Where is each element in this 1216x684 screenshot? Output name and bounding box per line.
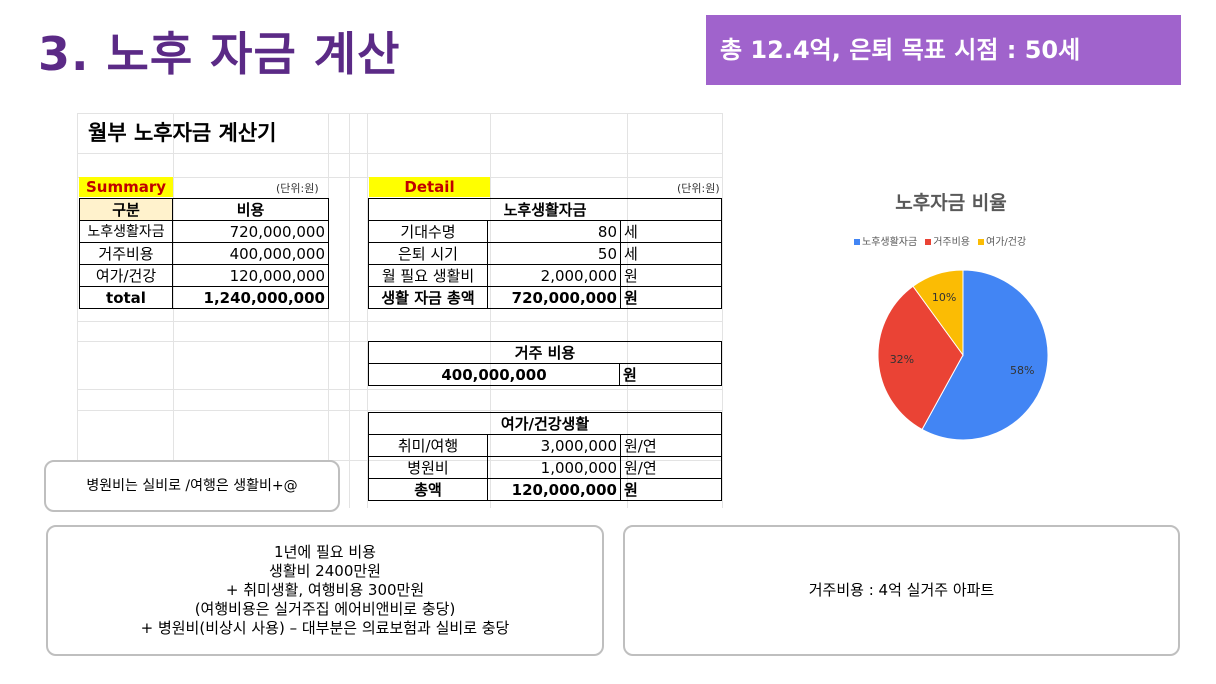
summary-unit-label: (단위:원) [276, 182, 319, 195]
detail-cell-value: 50 [487, 242, 621, 265]
summary-header-category: 구분 [79, 198, 173, 221]
legend-label: 거주비용 [933, 237, 971, 248]
living-total-unit: 원 [620, 286, 722, 309]
pie-slice-label: 10% [932, 291, 956, 304]
housing-cost-unit: 원 [619, 363, 722, 386]
table-row: 월 필요 생활비 2,000,000 원 [368, 264, 722, 287]
pie-chart: 58% 32% 10% [877, 269, 1049, 441]
leisure-health-table: 여가/건강생활 취미/여행 3,000,000 원/연 병원비 1,000,00… [368, 412, 722, 501]
table-row: 취미/여행 3,000,000 원/연 [368, 434, 722, 457]
detail-cell-unit: 원/연 [620, 456, 722, 479]
hospital-travel-note: 병원비는 실비로 /여행은 생활비+@ [44, 460, 340, 512]
housing-cost-table: 거주 비용 400,000,000 원 [368, 341, 722, 386]
leisure-total-value: 120,000,000 [487, 478, 621, 501]
living-total-value: 720,000,000 [487, 286, 621, 309]
housing-note: 거주비용 : 4억 실거주 아파트 [623, 525, 1180, 656]
pie-slice [912, 269, 964, 357]
summary-cell-label: 거주비용 [79, 242, 173, 265]
note-line: + 취미생활, 여행비용 300만원 [225, 581, 425, 599]
legend-swatch [978, 239, 985, 245]
detail-cell-label: 월 필요 생활비 [368, 264, 488, 287]
note-line: 1년에 필요 비용 [274, 543, 376, 561]
summary-total-value: 1,240,000,000 [172, 286, 329, 309]
table-row: 구분 비용 [79, 198, 329, 221]
detail-cell-value: 3,000,000 [487, 434, 621, 457]
table-row: 총액 120,000,000 원 [368, 478, 722, 501]
pie-slice [877, 285, 964, 431]
chart-legend: 노후생활자금 거주비용 여가/건강 [854, 233, 1034, 248]
leisure-total-label: 총액 [368, 478, 488, 501]
legend-item: 여가/건강 [978, 233, 1026, 248]
note-line: 생활비 2400만원 [269, 562, 381, 580]
table-row: 노후생활자금 [368, 198, 722, 221]
detail-cell-label: 기대수명 [368, 220, 488, 243]
leisure-total-unit: 원 [620, 478, 722, 501]
table-row: 병원비 1,000,000 원/연 [368, 456, 722, 479]
detail-cell-value: 2,000,000 [487, 264, 621, 287]
table-row: total 1,240,000,000 [79, 286, 329, 309]
chart-title: 노후자금 비율 [895, 192, 1007, 214]
detail-cell-unit: 원/연 [620, 434, 722, 457]
sheet-title: 월부 노후자금 계산기 [88, 121, 277, 145]
table-row: 거주 비용 [368, 341, 722, 364]
pie-slice-label: 32% [890, 353, 914, 366]
table-row: 생활 자금 총액 720,000,000 원 [368, 286, 722, 309]
legend-swatch [854, 239, 860, 245]
detail-cell-unit: 세 [620, 220, 722, 243]
table-row: 400,000,000 원 [368, 363, 722, 386]
table-row: 노후생활자금 720,000,000 [79, 220, 329, 243]
detail-cell-unit: 원 [620, 264, 722, 287]
summary-header-cost: 비용 [172, 198, 329, 221]
summary-cell-value: 400,000,000 [172, 242, 329, 265]
summary-table: 구분 비용 노후생활자금 720,000,000 거주비용 400,000,00… [79, 198, 329, 309]
legend-swatch [925, 239, 932, 245]
detail-cell-label: 병원비 [368, 456, 488, 479]
living-fund-header: 노후생활자금 [368, 198, 722, 221]
page-title: 3. 노후 자금 계산 [38, 27, 401, 81]
summary-cell-label: 노후생활자금 [79, 220, 173, 243]
legend-item: 노후생활자금 [854, 233, 917, 248]
annual-cost-note: 1년에 필요 비용 생활비 2400만원 + 취미생활, 여행비용 300만원 … [46, 525, 604, 656]
note-line: + 병원비(비상시 사용) – 대부분은 의료보험과 실비로 충당 [140, 619, 510, 637]
housing-cost-value: 400,000,000 [368, 363, 620, 386]
table-row: 여가/건강 120,000,000 [79, 264, 329, 287]
table-row: 여가/건강생활 [368, 412, 722, 435]
summary-total-label: total [79, 286, 173, 309]
pie-slice-label: 58% [1010, 364, 1034, 377]
detail-cell-value: 80 [487, 220, 621, 243]
summary-cell-label: 여가/건강 [79, 264, 173, 287]
legend-label: 여가/건강 [986, 237, 1027, 248]
leisure-health-header: 여가/건강생활 [368, 412, 722, 435]
detail-tag: Detail [369, 177, 490, 197]
pie-slice [921, 269, 1049, 441]
detail-cell-value: 1,000,000 [487, 456, 621, 479]
detail-unit-label: (단위:원) [677, 182, 720, 195]
legend-label: 노후생활자금 [862, 237, 918, 248]
summary-banner: 총 12.4억, 은퇴 목표 시점 : 50세 [706, 15, 1181, 85]
table-row: 거주비용 400,000,000 [79, 242, 329, 265]
living-fund-table: 노후생활자금 기대수명 80 세 은퇴 시기 50 세 월 필요 생활비 2,0… [368, 198, 722, 309]
table-row: 은퇴 시기 50 세 [368, 242, 722, 265]
table-row: 기대수명 80 세 [368, 220, 722, 243]
detail-cell-unit: 세 [620, 242, 722, 265]
summary-tag: Summary [79, 177, 173, 197]
note-line: (여행비용은 실거주집 에어비앤비로 충당) [194, 600, 456, 618]
detail-cell-label: 은퇴 시기 [368, 242, 488, 265]
summary-cell-value: 120,000,000 [172, 264, 329, 287]
summary-cell-value: 720,000,000 [172, 220, 329, 243]
detail-cell-label: 취미/여행 [368, 434, 488, 457]
living-total-label: 생활 자금 총액 [368, 286, 488, 309]
legend-item: 거주비용 [925, 233, 970, 248]
housing-cost-header: 거주 비용 [368, 341, 722, 364]
